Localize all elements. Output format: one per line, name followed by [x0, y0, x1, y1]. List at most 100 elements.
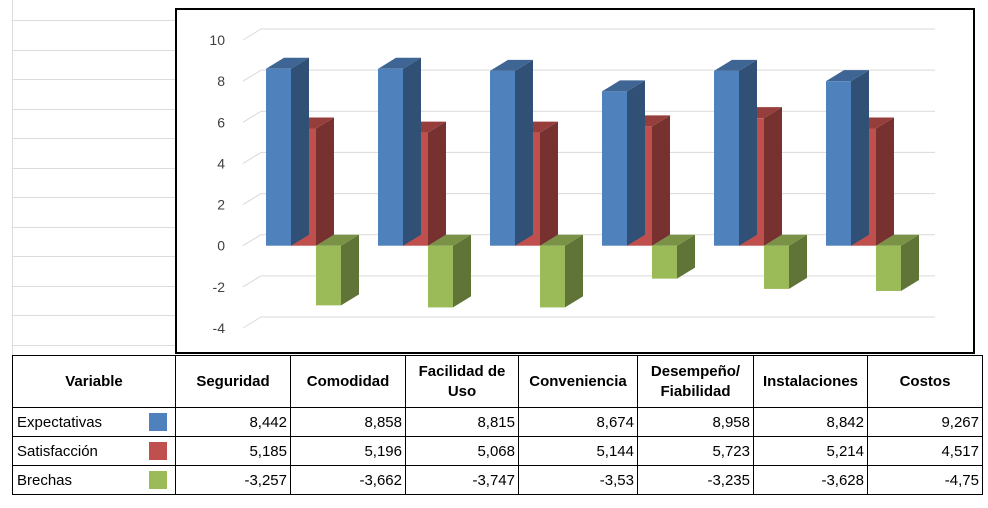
brechas-bar — [876, 245, 901, 291]
table-cell: 4,517 — [867, 436, 983, 466]
expectativas-bar-side — [403, 57, 421, 246]
y-tick-label: 4 — [217, 155, 225, 171]
table-cell: 8,674 — [518, 407, 638, 437]
expectativas-bar-top — [378, 57, 421, 69]
table-row: Brechas -3,257 -3,662 -3,747 -3,53 -3,235 -3,6… — [12, 465, 983, 495]
expectativas-bar-top — [490, 59, 533, 71]
brechas-bar-top — [764, 234, 807, 246]
table-cell: -3,257 — [175, 465, 291, 495]
expectativas-bar-side — [851, 70, 869, 246]
brechas-bar — [428, 245, 453, 308]
gridline — [242, 275, 262, 288]
gridline — [242, 28, 262, 41]
table-cell: -3,53 — [518, 465, 638, 495]
brechas-bar — [540, 245, 565, 308]
table-row: Satisfacción 5,185 5,196 5,068 5,144 5,723 5,2… — [12, 436, 983, 466]
satisfaccion-bar-side — [652, 115, 670, 246]
y-tick-label: 2 — [217, 197, 225, 213]
brechas-bar — [764, 245, 789, 289]
table-cell: -3,628 — [753, 465, 868, 495]
table-cell: 8,858 — [290, 407, 406, 437]
gridline — [242, 316, 262, 329]
y-tick-label: 10 — [209, 32, 225, 48]
row-label-cell: Satisfacción — [12, 436, 176, 466]
expectativas-bar-side — [291, 57, 309, 246]
row-label: Satisfacción — [17, 442, 98, 460]
legend-swatch — [149, 471, 167, 489]
brechas-bar-side — [677, 234, 695, 279]
table-cell: 5,068 — [405, 436, 519, 466]
satisfaccion-bar-side — [876, 117, 894, 246]
table-cell: -4,75 — [867, 465, 983, 495]
expectativas-bar — [602, 91, 627, 246]
expectativas-bar-side — [627, 80, 645, 246]
brechas-bar-side — [789, 234, 807, 289]
y-tick-label: 8 — [217, 73, 225, 89]
header-costos: Costos — [867, 355, 983, 408]
header-comodidad: Comodidad — [290, 355, 406, 408]
expectativas-bar-top — [714, 59, 757, 71]
brechas-bar-side — [341, 234, 359, 306]
brechas-bar-top — [428, 234, 471, 246]
bar-chart: 10 8 6 4 2 0 -2 -4 — [209, 28, 935, 336]
expectativas-bar-top — [266, 57, 309, 69]
row-label: Brechas — [17, 471, 73, 489]
expectativas-bar-top — [602, 80, 645, 92]
row-label: Expectativas — [17, 413, 103, 431]
y-tick-label: -4 — [213, 320, 226, 336]
legend-swatch — [149, 413, 167, 431]
table-cell: -3,235 — [637, 465, 754, 495]
y-tick-label: 0 — [217, 238, 225, 254]
expectativas-bar-side — [739, 59, 757, 246]
header-facilidad-de-uso: Facilidad de Uso — [405, 355, 519, 408]
table-cell: -3,747 — [405, 465, 519, 495]
table-cell: 8,442 — [175, 407, 291, 437]
row-label-cell: Brechas — [12, 465, 176, 495]
satisfaccion-bar-side — [764, 107, 782, 246]
expectativas-bar — [826, 81, 851, 246]
gridline — [242, 69, 262, 82]
brechas-bar-top — [540, 234, 583, 246]
gridline — [242, 110, 262, 123]
y-tick-label: -2 — [213, 279, 226, 295]
table-row: Expectativas 8,442 8,858 8,815 8,674 8,958 8,8… — [12, 407, 983, 437]
row-label-cell: Expectativas — [12, 407, 176, 437]
expectativas-bar-side — [515, 59, 533, 246]
table-cell: 8,842 — [753, 407, 868, 437]
y-tick-label: 6 — [217, 114, 225, 130]
chart-area[interactable]: 10 8 6 4 2 0 -2 -4 — [175, 8, 975, 354]
header-conveniencia: Conveniencia — [518, 355, 638, 408]
expectativas-bar — [714, 70, 739, 246]
brechas-bar-top — [316, 234, 359, 246]
expectativas-bar — [266, 68, 291, 246]
table-cell: 8,815 — [405, 407, 519, 437]
table-cell: -3,662 — [290, 465, 406, 495]
satisfaccion-bar-side — [428, 121, 446, 246]
table-cell: 5,723 — [637, 436, 754, 466]
brechas-bar-side — [901, 234, 919, 291]
satisfaccion-bar-side — [540, 121, 558, 246]
brechas-bar — [316, 245, 341, 306]
brechas-bar-side — [453, 234, 471, 308]
table-cell: 9,267 — [867, 407, 983, 437]
header-seguridad: Seguridad — [175, 355, 291, 408]
table-cell: 5,214 — [753, 436, 868, 466]
header-desempeno-fiabilidad: Desempeño/ Fiabilidad — [637, 355, 754, 408]
spreadsheet-gridlines — [0, 0, 175, 355]
table-cell: 5,196 — [290, 436, 406, 466]
table-header-row: Variable Seguridad Comodidad Facilidad d… — [12, 355, 983, 408]
table-body: Expectativas 8,442 8,858 8,815 8,674 8,958 8,8… — [12, 407, 983, 495]
table-cell: 8,958 — [637, 407, 754, 437]
expectativas-bar-top — [826, 70, 869, 82]
header-variable: Variable — [12, 355, 176, 408]
header-instalaciones: Instalaciones — [753, 355, 868, 408]
satisfaccion-bar-side — [316, 117, 334, 246]
brechas-bar — [652, 245, 677, 279]
legend-swatch — [149, 442, 167, 460]
brechas-bar-side — [565, 234, 583, 308]
gridline — [242, 234, 262, 247]
expectativas-bar — [490, 70, 515, 246]
table-cell: 5,144 — [518, 436, 638, 466]
expectativas-bar — [378, 68, 403, 246]
table-cell: 5,185 — [175, 436, 291, 466]
